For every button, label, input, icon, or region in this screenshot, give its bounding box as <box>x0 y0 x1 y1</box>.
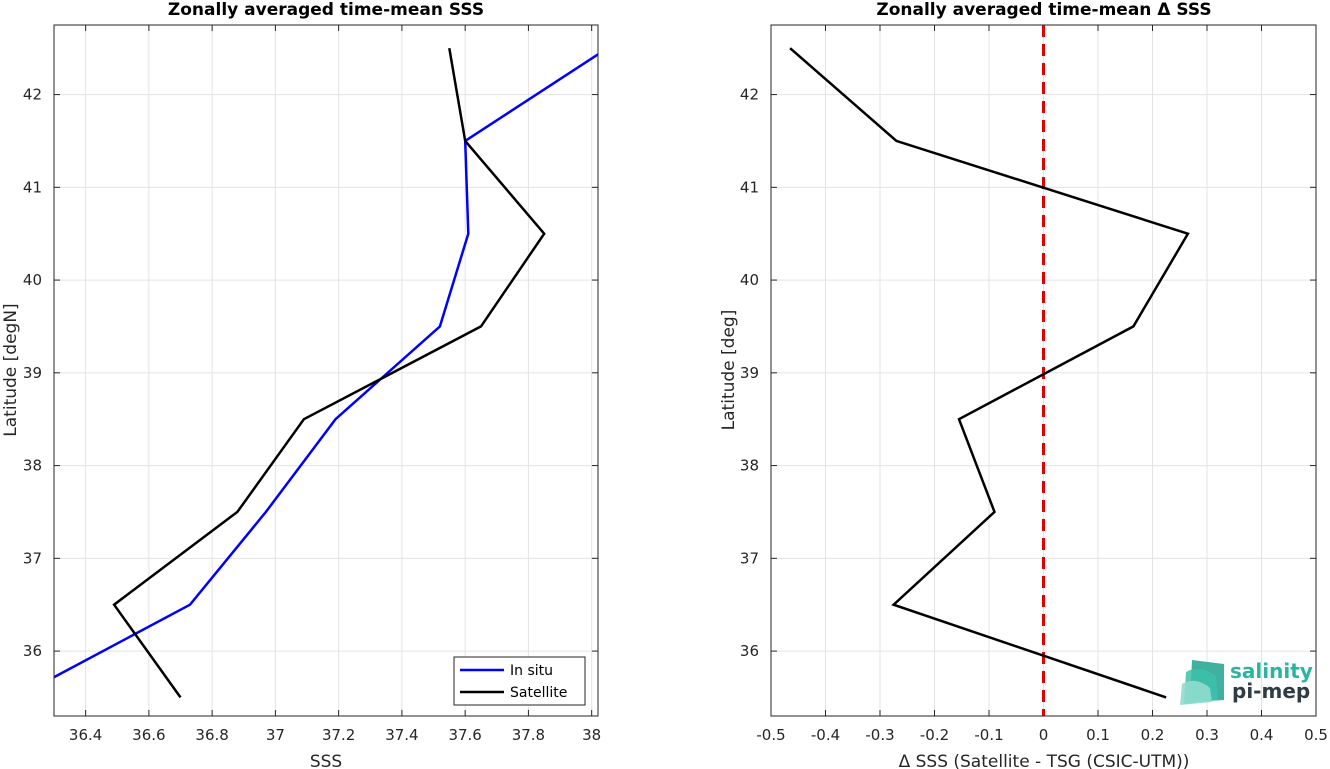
chart0-series-line-0 <box>54 52 598 679</box>
chart0-y-tick-label-5: 41 <box>23 178 42 196</box>
chart0-x-tick-label-2: 36.8 <box>195 726 228 744</box>
chart0-legend-label-0: In situ <box>510 663 553 679</box>
chart1-x-tick-label-8: 0.3 <box>1195 726 1219 744</box>
chart0-x-tick-label-4: 37.2 <box>322 726 355 744</box>
chart0-legend-label-1: Satellite <box>510 685 567 701</box>
chart1-series-line-0 <box>789 47 1190 699</box>
chart-zonal-delta-sss: Zonally averaged time-mean Δ SSS Δ SSS (… <box>719 0 1328 769</box>
chart1-x-tick-label-4: -0.1 <box>974 726 1003 744</box>
chart1-x-tick-label-7: 0.2 <box>1141 726 1165 744</box>
chart1-x-tick-label-10: 0.5 <box>1304 726 1328 744</box>
chart0-y-tick-label-0: 36 <box>23 642 42 660</box>
chart1-x-axis-label: Δ SSS (Satellite - TSG (CSIC-UTM)) <box>899 752 1190 769</box>
chart0-y-axis-label: Latitude [degN] <box>1 303 21 436</box>
chart-zonal-sss: Zonally averaged time-mean SSS SSS Latit… <box>1 0 601 769</box>
chart0-x-tick-label-0: 36.4 <box>69 726 102 744</box>
chart0-y-tick-label-4: 40 <box>23 271 42 289</box>
chart0-y-tick-label-1: 37 <box>23 549 42 567</box>
chart1-series-group <box>789 47 1190 699</box>
chart0-x-tick-label-1: 36.6 <box>132 726 165 744</box>
chart0-series-line-1 <box>112 47 546 699</box>
chart0-y-tick-label-2: 38 <box>23 457 42 475</box>
chart0-x-tick-label-6: 37.6 <box>448 726 481 744</box>
chart1-y-tick-label-0: 36 <box>740 642 759 660</box>
logo-line1: salinity <box>1230 659 1313 683</box>
chart0-legend: In situ Satellite <box>453 656 586 706</box>
chart1-title: Zonally averaged time-mean Δ SSS <box>876 0 1211 20</box>
salinity-pimep-logo: salinity pi-mep <box>1180 659 1313 705</box>
chart1-y-tick-label-3: 39 <box>740 364 759 382</box>
chart1-x-tick-label-5: 0 <box>1039 726 1049 744</box>
logo-line2: pi-mep <box>1232 679 1310 703</box>
chart1-y-tick-label-5: 41 <box>740 178 759 196</box>
chart1-axes-box <box>770 24 1317 717</box>
chart1-y-tick-label-6: 42 <box>740 86 759 104</box>
chart1-x-tick-label-0: -0.5 <box>756 726 785 744</box>
chart1-y-tick-label-1: 37 <box>740 549 759 567</box>
chart0-legend-box <box>453 656 586 706</box>
chart0-x-tick-label-5: 37.4 <box>385 726 418 744</box>
chart1-x-tick-label-3: -0.2 <box>920 726 949 744</box>
logo-waves-icon <box>1180 660 1224 705</box>
chart0-x-tick-label-7: 37.8 <box>512 726 545 744</box>
chart1-y-tick-label-4: 40 <box>740 271 759 289</box>
chart1-x-tick-label-2: -0.3 <box>865 726 894 744</box>
chart0-plot-area <box>54 25 598 716</box>
chart1-x-tick-label-9: 0.4 <box>1250 726 1274 744</box>
chart0-x-tick-label-3: 37 <box>266 726 285 744</box>
chart1-x-tick-label-6: 0.1 <box>1086 726 1110 744</box>
chart0-x-axis-label: SSS <box>310 752 342 769</box>
chart0-y-tick-label-6: 42 <box>23 86 42 104</box>
chart0-title: Zonally averaged time-mean SSS <box>168 0 484 20</box>
chart0-axes-box <box>53 24 599 717</box>
chart0-y-tick-label-3: 39 <box>23 364 42 382</box>
chart0-x-tick-label-8: 38 <box>582 726 601 744</box>
chart0-series-group <box>54 47 598 699</box>
chart1-x-tick-label-1: -0.4 <box>811 726 840 744</box>
chart1-y-axis-label: Latitude [deg] <box>719 310 739 431</box>
chart1-y-tick-label-2: 38 <box>740 457 759 475</box>
